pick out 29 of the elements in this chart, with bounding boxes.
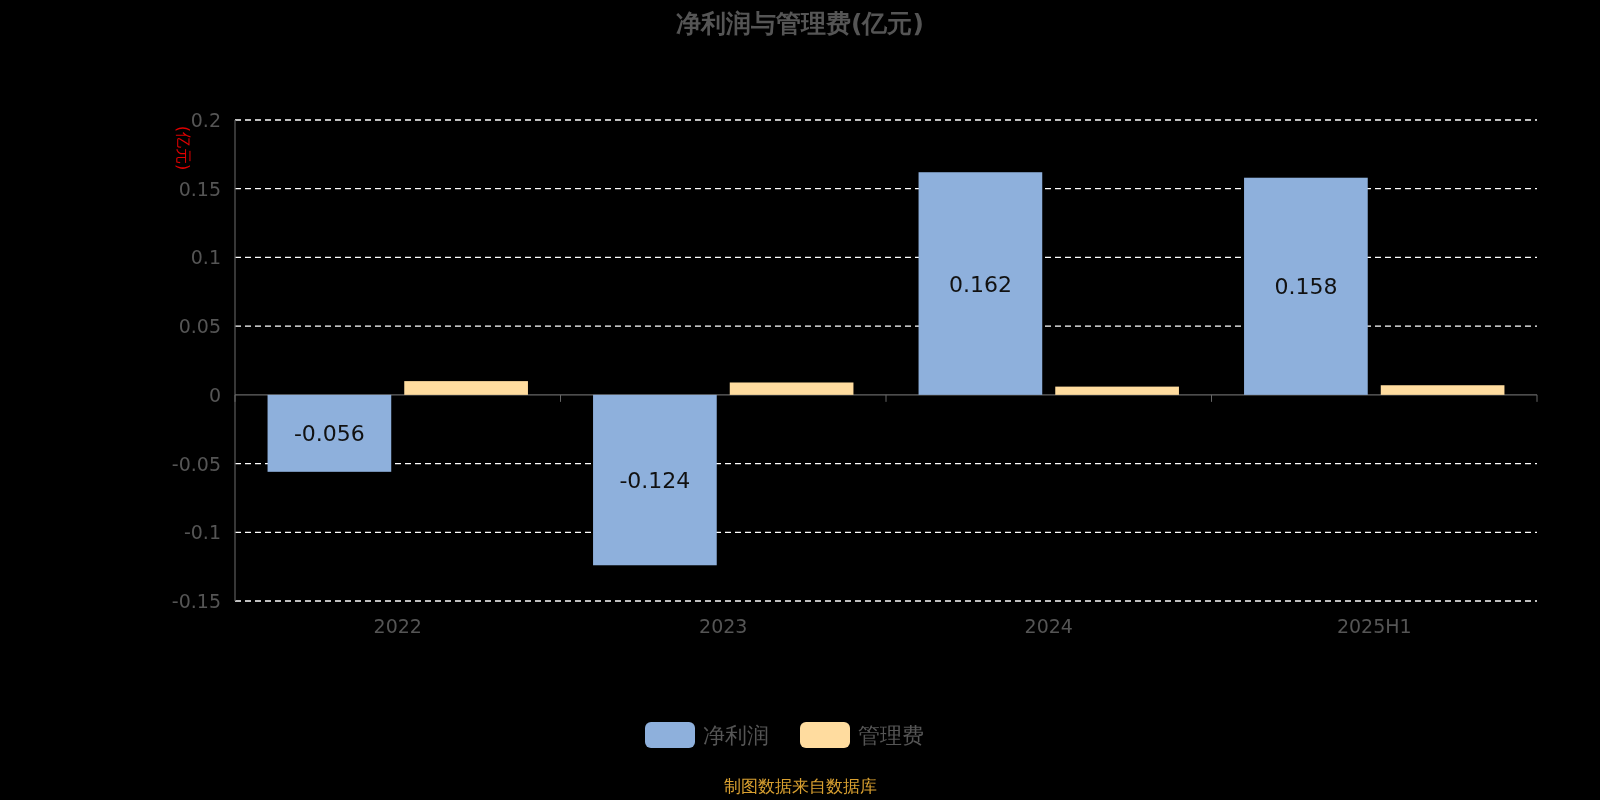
bar [1055, 386, 1179, 395]
data-label: 0.158 [1274, 274, 1338, 300]
y-tick-label: 0.1 [190, 246, 221, 269]
y-axis-title: (亿元) [174, 125, 193, 171]
legend-label: 管理费 [858, 723, 924, 748]
bar [404, 381, 528, 395]
y-tick-label: 0.15 [178, 177, 221, 200]
bar [267, 394, 392, 472]
y-tick-label: -0.05 [171, 452, 221, 475]
y-tick-label: 0.05 [178, 315, 221, 338]
x-tick-label: 2022 [373, 615, 422, 637]
y-tick-label: -0.15 [171, 590, 221, 612]
y-tick-label: -0.1 [183, 521, 221, 544]
bar [1244, 177, 1368, 395]
bar [729, 382, 854, 395]
x-tick-label: 2024 [1024, 615, 1073, 637]
y-tick-label: 0.2 [190, 109, 221, 131]
bar [1380, 385, 1505, 395]
legend-label: 净利润 [703, 723, 769, 748]
text: 制图数据来自数据库 [723, 776, 877, 796]
x-tick-label: 2025H1 [1336, 615, 1412, 637]
y-tick-label: 0 [208, 383, 221, 406]
data-label: -0.124 [619, 468, 691, 494]
bar [593, 394, 717, 566]
x-tick-label: 2023 [699, 615, 748, 637]
data-label: -0.056 [293, 421, 365, 447]
data-label: 0.162 [948, 271, 1012, 297]
chart-title: 净利润与管理费(亿元) [676, 9, 924, 38]
bar [918, 172, 1043, 395]
